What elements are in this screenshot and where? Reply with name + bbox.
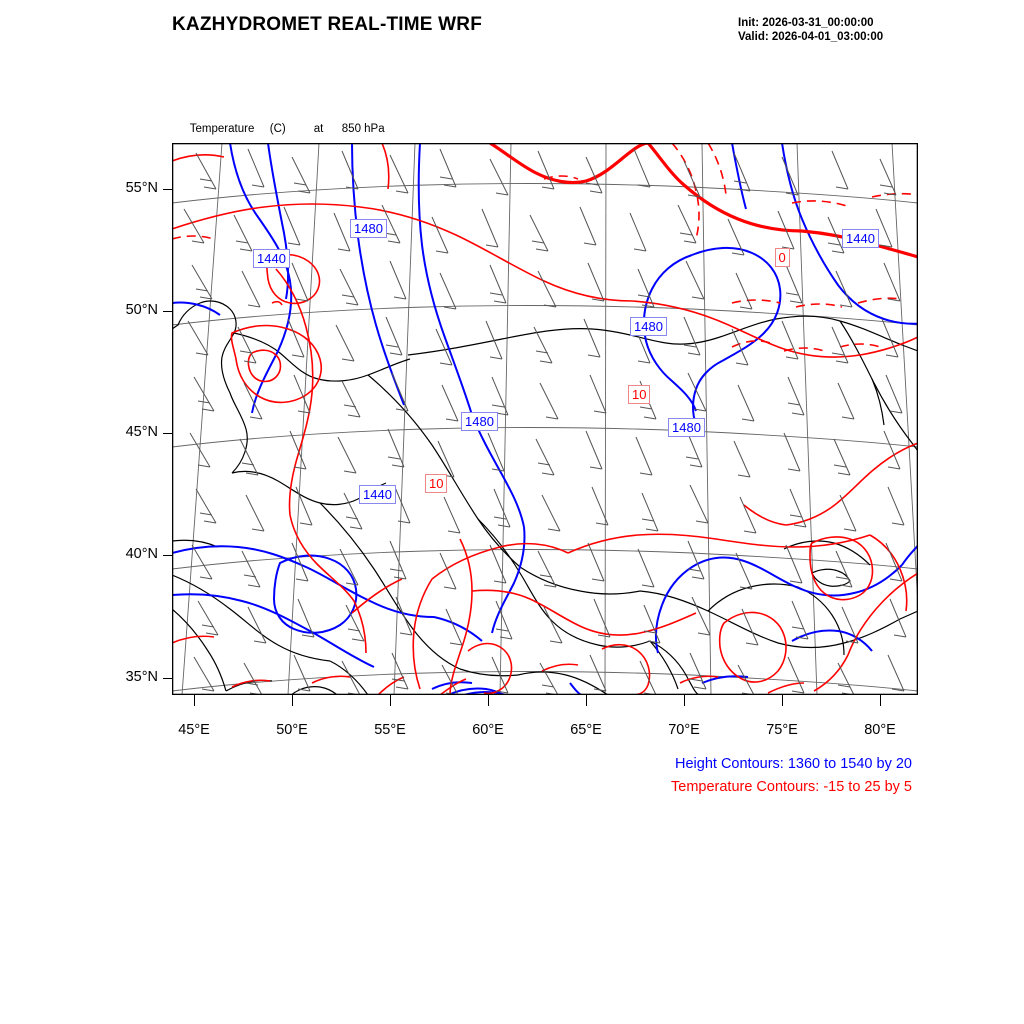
coastlines-borders [172,300,918,695]
lon-tick-label: 80°E [864,722,896,738]
lon-tick-mark [880,695,881,706]
lon-tick-mark [194,695,195,706]
legend-temperature-contours: Temperature Contours: -15 to 25 by 5 [671,779,912,795]
lon-tick-label: 50°E [276,722,308,738]
map-frame [172,143,918,695]
lon-tick-label: 75°E [766,722,798,738]
lat-tick-label: 55°N [125,180,158,196]
lon-tick-label: 55°E [374,722,406,738]
lon-tick-mark [684,695,685,706]
graticule [172,143,918,695]
lat-tick-label: 35°N [125,669,158,685]
lat-tick-mark [163,433,173,434]
lon-tick-mark [782,695,783,706]
page-title: KAZHYDROMET REAL-TIME WRF [172,14,483,35]
lat-tick-label: 45°N [125,424,158,440]
lon-tick-mark [586,695,587,706]
lon-tick-mark [292,695,293,706]
lat-tick-mark [163,555,173,556]
field-at: at [313,122,324,135]
field-name: Temperature [189,122,255,135]
lon-tick-label: 70°E [668,722,700,738]
lon-tick-mark [390,695,391,706]
legend-height-contours: Height Contours: 1360 to 1540 by 20 [675,756,912,772]
map-plot-area [172,143,918,695]
run-timestamps: Init: 2026-03-31_00:00:00 Valid: 2026-04… [738,16,883,44]
temperature-contours [172,143,918,695]
wind-barbs [183,148,907,695]
lon-tick-label: 45°E [178,722,210,738]
height-contours [172,143,918,695]
field-line-temperature: Temperature (C) at 850 hPa [177,109,385,150]
lat-tick-mark [163,189,173,190]
field-level: 850 hPa [341,122,385,135]
contour-legend: Height Contours: 1360 to 1540 by 20 Temp… [608,753,912,799]
valid-time: Valid: 2026-04-01_03:00:00 [738,31,884,43]
init-time: Init: 2026-03-31_00:00:00 [738,17,874,29]
lat-tick-mark [163,678,173,679]
lon-tick-label: 60°E [472,722,504,738]
field-units: (C) [269,122,286,135]
lat-tick-label: 40°N [125,546,158,562]
lon-tick-label: 65°E [570,722,602,738]
lat-tick-label: 50°N [125,302,158,318]
lon-tick-mark [488,695,489,706]
lat-tick-mark [163,311,173,312]
